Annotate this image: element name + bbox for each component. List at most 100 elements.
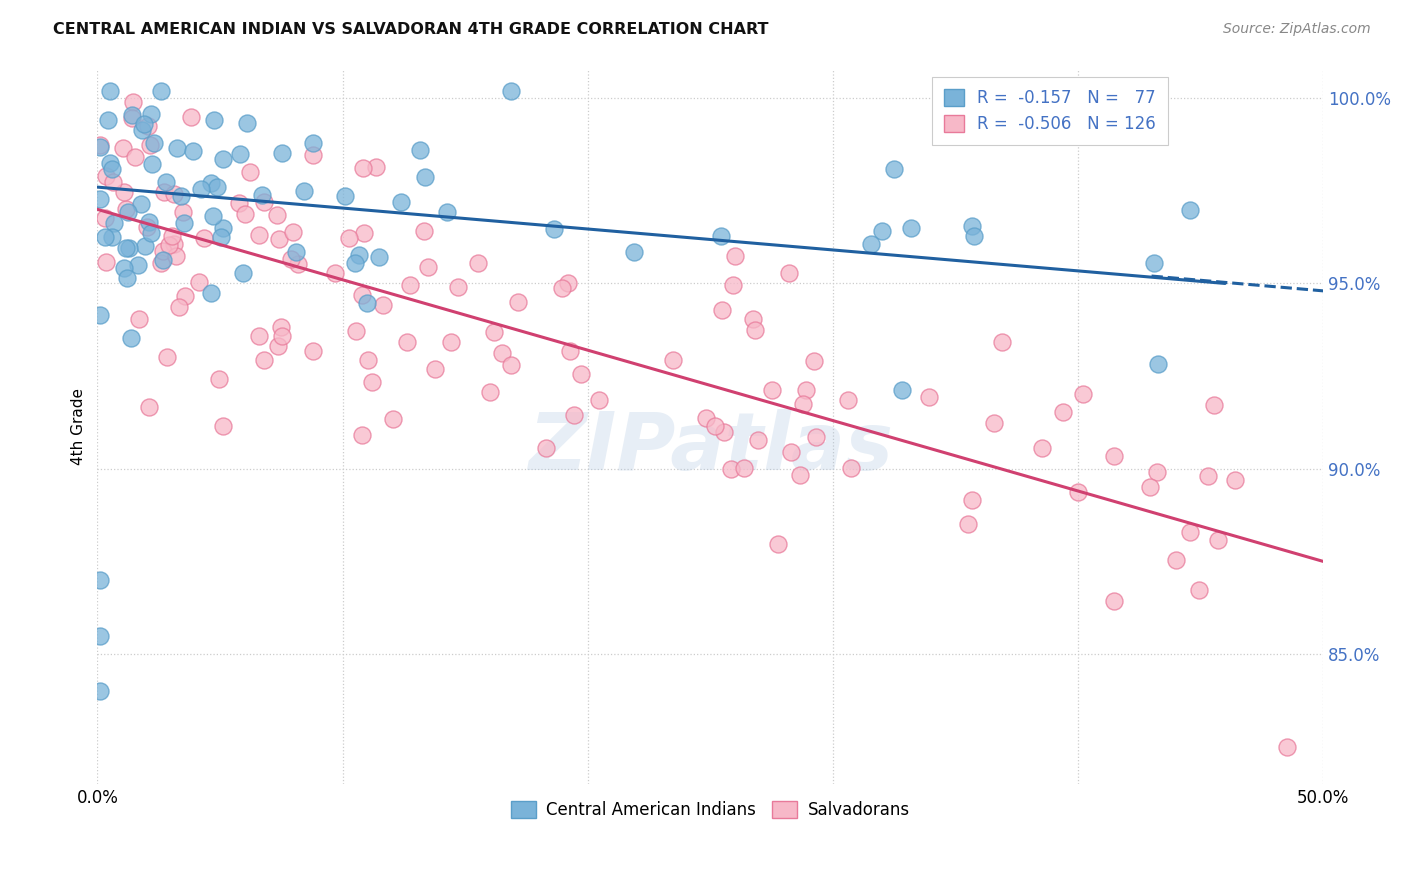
Point bbox=[662, 352, 685, 367]
Point bbox=[149, 84, 172, 98]
Point bbox=[232, 266, 254, 280]
Point bbox=[239, 165, 262, 179]
Point bbox=[352, 428, 374, 442]
Point bbox=[112, 185, 135, 199]
Point bbox=[124, 151, 146, 165]
Text: CENTRAL AMERICAN INDIAN VS SALVADORAN 4TH GRADE CORRELATION CHART: CENTRAL AMERICAN INDIAN VS SALVADORAN 4T… bbox=[53, 22, 769, 37]
Point bbox=[150, 256, 173, 270]
Point bbox=[499, 84, 522, 98]
Point bbox=[118, 241, 141, 255]
Point bbox=[138, 401, 160, 415]
Point bbox=[900, 220, 922, 235]
Point bbox=[870, 224, 893, 238]
Point bbox=[247, 228, 270, 243]
Point bbox=[135, 219, 157, 234]
Point bbox=[1206, 533, 1229, 548]
Point bbox=[301, 136, 323, 150]
Point bbox=[152, 185, 174, 199]
Point bbox=[132, 117, 155, 131]
Point bbox=[101, 175, 124, 189]
Point bbox=[233, 207, 256, 221]
Point bbox=[134, 239, 156, 253]
Point bbox=[744, 323, 766, 337]
Point bbox=[918, 390, 941, 404]
Point bbox=[281, 225, 304, 239]
Point bbox=[187, 275, 209, 289]
Point bbox=[200, 176, 222, 190]
Point bbox=[1071, 386, 1094, 401]
Point bbox=[127, 258, 149, 272]
Point bbox=[156, 351, 179, 365]
Point bbox=[193, 231, 215, 245]
Point bbox=[94, 169, 117, 184]
Point bbox=[761, 384, 783, 398]
Point bbox=[344, 324, 367, 338]
Point bbox=[837, 393, 859, 408]
Point bbox=[956, 516, 979, 531]
Point bbox=[253, 194, 276, 209]
Point bbox=[508, 294, 530, 309]
Point bbox=[173, 216, 195, 230]
Point bbox=[562, 408, 585, 422]
Point bbox=[804, 430, 827, 444]
Point bbox=[356, 296, 378, 310]
Point bbox=[803, 354, 825, 368]
Point bbox=[302, 148, 325, 162]
Point bbox=[792, 397, 814, 411]
Point bbox=[229, 146, 252, 161]
Point bbox=[337, 231, 360, 245]
Point bbox=[557, 277, 579, 291]
Point bbox=[270, 320, 292, 334]
Point bbox=[94, 230, 117, 244]
Point bbox=[208, 372, 231, 386]
Point bbox=[780, 445, 803, 459]
Point bbox=[157, 237, 180, 252]
Y-axis label: 4th Grade: 4th Grade bbox=[72, 388, 86, 465]
Point bbox=[115, 241, 138, 255]
Point bbox=[141, 157, 163, 171]
Point bbox=[364, 160, 387, 174]
Point bbox=[202, 112, 225, 127]
Point bbox=[167, 300, 190, 314]
Point bbox=[361, 375, 384, 389]
Point bbox=[89, 139, 111, 153]
Point bbox=[1166, 553, 1188, 567]
Point bbox=[122, 95, 145, 109]
Point bbox=[482, 325, 505, 339]
Point bbox=[371, 298, 394, 312]
Point bbox=[789, 467, 811, 482]
Point bbox=[1052, 405, 1074, 419]
Point bbox=[89, 138, 111, 153]
Point bbox=[211, 221, 233, 235]
Point bbox=[409, 143, 432, 157]
Point bbox=[129, 197, 152, 211]
Point bbox=[211, 152, 233, 166]
Point bbox=[1147, 357, 1170, 371]
Point bbox=[794, 383, 817, 397]
Point bbox=[778, 266, 800, 280]
Point bbox=[174, 289, 197, 303]
Point bbox=[284, 244, 307, 259]
Point bbox=[343, 255, 366, 269]
Point bbox=[1178, 525, 1201, 540]
Point bbox=[398, 278, 420, 293]
Point bbox=[721, 278, 744, 293]
Point bbox=[890, 383, 912, 397]
Point bbox=[100, 229, 122, 244]
Point bbox=[143, 136, 166, 151]
Point bbox=[152, 244, 174, 259]
Point bbox=[205, 179, 228, 194]
Point bbox=[412, 224, 434, 238]
Point bbox=[201, 209, 224, 223]
Point bbox=[333, 188, 356, 202]
Point bbox=[713, 425, 735, 439]
Point bbox=[271, 145, 294, 160]
Point bbox=[121, 111, 143, 125]
Point bbox=[543, 222, 565, 236]
Legend: Central American Indians, Salvadorans: Central American Indians, Salvadorans bbox=[505, 794, 917, 825]
Point bbox=[991, 334, 1014, 349]
Point bbox=[228, 196, 250, 211]
Point bbox=[89, 573, 111, 587]
Point bbox=[267, 339, 290, 353]
Point bbox=[623, 244, 645, 259]
